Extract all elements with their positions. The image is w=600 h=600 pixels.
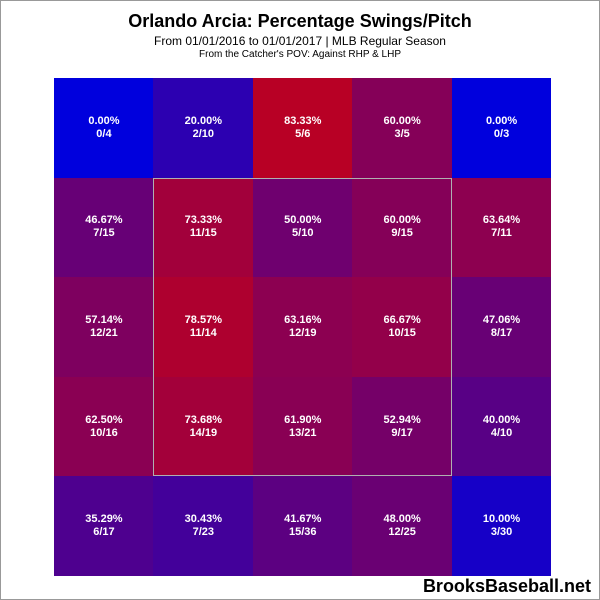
cell-percentage: 50.00% [284, 214, 322, 227]
heatmap-cell: 48.00% 12/25 [352, 476, 453, 577]
heatmap-cell: 60.00% 3/5 [352, 78, 453, 179]
cell-percentage: 35.29% [85, 513, 123, 526]
cell-percentage: 78.57% [184, 313, 222, 326]
cell-ratio: 8/17 [490, 326, 513, 339]
cell-percentage: 20.00% [184, 114, 222, 127]
heatmap-cell: 35.29% 6/17 [54, 476, 154, 577]
heatmap-cell: 30.43% 7/23 [153, 476, 254, 577]
cell-ratio: 9/17 [391, 426, 413, 439]
brooksbaseball-watermark: BrooksBaseball.net [422, 576, 591, 596]
heatmap-cell: 0.00% 0/4 [54, 78, 154, 179]
cell-percentage: 40.00% [482, 413, 521, 426]
cell-percentage: 66.67% [383, 313, 421, 326]
heatmap-cell: 20.00% 2/10 [153, 78, 254, 179]
cell-ratio: 10/15 [388, 326, 416, 339]
cell-ratio: 7/15 [93, 227, 115, 240]
cell-ratio: 12/21 [90, 326, 118, 339]
cell-ratio: 9/15 [391, 227, 413, 240]
heatmap-grid: 0.00% 0/4 20.00% 2/10 83.33% 5/6 60.00% 3/5 0.00… [54, 78, 552, 577]
cell-ratio: 3/5 [394, 127, 410, 140]
chart-subtitle: From 01/01/2016 to 01/01/2017 | MLB Regu… [154, 34, 446, 48]
heatmap-cell: 0.00% 0/3 [451, 78, 552, 179]
cell-ratio: 0/4 [96, 127, 112, 140]
heatmap-cell: 63.16% 12/19 [252, 277, 353, 378]
cell-ratio: 7/11 [491, 227, 512, 240]
chart-pov-note: From the Catcher's POV: Against RHP & LH… [199, 49, 401, 60]
cell-percentage: 10.00% [482, 513, 521, 526]
cell-percentage: 30.43% [184, 513, 222, 526]
heatmap-cell: 73.68% 14/19 [153, 376, 254, 477]
cell-percentage: 73.68% [184, 413, 222, 426]
cell-percentage: 57.14% [85, 313, 123, 326]
cell-ratio: 0/3 [493, 127, 510, 140]
cell-percentage: 62.50% [85, 413, 123, 426]
heatmap-cell: 10.00% 3/30 [451, 476, 552, 577]
cell-percentage: 63.16% [284, 313, 322, 326]
cell-ratio: 11/15 [189, 227, 217, 240]
heatmap-cell: 83.33% 5/6 [252, 78, 353, 179]
cell-percentage: 48.00% [383, 513, 421, 526]
cell-percentage: 60.00% [383, 214, 421, 227]
heatmap-cell: 57.14% 12/21 [54, 277, 154, 378]
heatmap-cell: 41.67% 15/36 [252, 476, 353, 577]
heatmap-cell: 73.33% 11/15 [153, 177, 254, 278]
cell-percentage: 47.06% [482, 313, 521, 326]
cell-percentage: 73.33% [184, 214, 222, 227]
cell-percentage: 41.67% [284, 513, 322, 526]
heatmap-cell: 63.64% 7/11 [451, 177, 552, 278]
cell-percentage: 46.67% [85, 214, 123, 227]
cell-percentage: 63.64% [482, 214, 521, 227]
cell-percentage: 61.90% [284, 413, 322, 426]
heatmap-cell: 46.67% 7/15 [54, 177, 154, 278]
heatmap-cell: 50.00% 5/10 [252, 177, 353, 278]
cell-percentage: 52.94% [383, 413, 421, 426]
cell-ratio: 10/16 [90, 426, 118, 439]
cell-percentage: 0.00% [88, 114, 120, 127]
cell-ratio: 14/19 [189, 426, 218, 439]
cell-ratio: 4/10 [490, 426, 513, 439]
heatmap-cell: 78.57% 11/14 [153, 277, 254, 378]
heatmap-cell: 61.90% 13/21 [252, 376, 353, 477]
cell-ratio: 3/30 [490, 526, 513, 539]
cell-ratio: 13/21 [288, 426, 317, 439]
cell-ratio: 12/19 [288, 326, 317, 339]
cell-ratio: 2/10 [192, 127, 215, 140]
heatmap-cell: 62.50% 10/16 [54, 376, 154, 477]
cell-percentage: 83.33% [284, 114, 322, 127]
heatmap-cell: 52.94% 9/17 [352, 376, 453, 477]
cell-ratio: 12/25 [388, 526, 416, 539]
cell-ratio: 6/17 [93, 526, 115, 539]
heatmap-cell: 60.00% 9/15 [352, 177, 453, 278]
cell-ratio: 7/23 [192, 526, 215, 539]
heatmap-cell: 40.00% 4/10 [451, 376, 552, 477]
cell-percentage: 60.00% [383, 114, 421, 127]
cell-ratio: 5/10 [292, 227, 314, 240]
heatmap-cell: 66.67% 10/15 [352, 277, 453, 378]
cell-ratio: 5/6 [295, 127, 311, 140]
cell-ratio: 11/14 [189, 326, 217, 339]
chart-title: Orlando Arcia: Percentage Swings/Pitch [128, 11, 472, 31]
cell-ratio: 15/36 [288, 526, 317, 539]
cell-percentage: 0.00% [485, 114, 518, 127]
heatmap-cell: 47.06% 8/17 [451, 277, 552, 378]
